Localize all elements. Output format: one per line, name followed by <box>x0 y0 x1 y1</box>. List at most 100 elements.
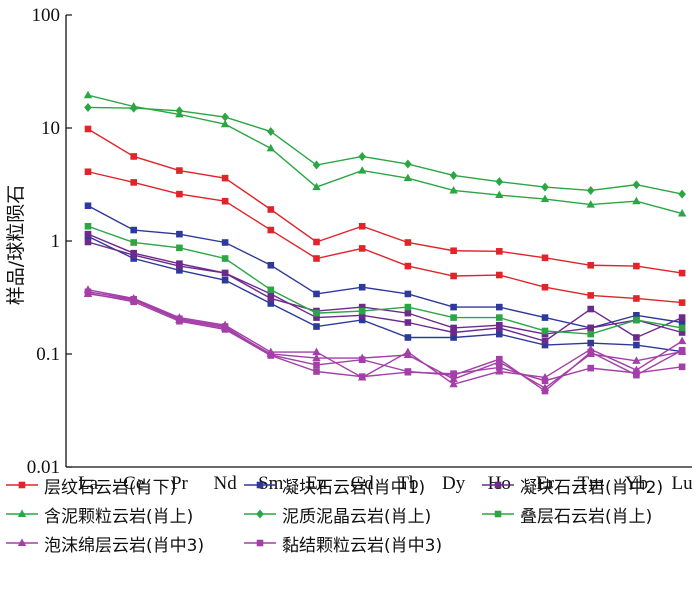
data-point <box>358 166 367 174</box>
data-point <box>633 341 640 349</box>
data-point <box>541 254 549 262</box>
data-point <box>130 226 137 234</box>
legend-swatch <box>6 509 38 517</box>
legend-swatch <box>6 481 38 489</box>
data-point <box>312 353 321 362</box>
x-tick-label: Yb <box>625 473 648 494</box>
data-point <box>176 267 183 274</box>
legend-item: 泥质泥晶云岩(肖上) <box>242 501 431 527</box>
data-point <box>404 303 412 311</box>
series-line <box>87 94 683 215</box>
legend-swatch <box>244 481 276 489</box>
data-point <box>84 202 92 210</box>
data-point <box>313 309 320 317</box>
data-point <box>450 272 457 280</box>
x-tick-label: Eu <box>306 473 328 494</box>
data-point <box>404 368 412 376</box>
data-point <box>678 314 686 321</box>
data-point <box>541 377 549 385</box>
data-point <box>404 262 412 270</box>
legend-swatch <box>244 539 276 547</box>
data-point <box>633 262 640 270</box>
data-point <box>17 509 27 517</box>
data-point <box>176 317 183 325</box>
data-point <box>313 361 320 369</box>
data-point <box>496 303 503 311</box>
data-point <box>678 189 686 199</box>
legend-swatch <box>6 538 38 546</box>
x-tick-label: Lu <box>672 473 694 494</box>
data-point <box>541 182 549 192</box>
data-point <box>313 368 320 375</box>
y-tick-label: 1 <box>51 231 61 252</box>
data-point <box>449 379 458 388</box>
data-point <box>541 327 549 335</box>
series-5 <box>84 238 686 338</box>
data-point <box>267 261 275 269</box>
data-point <box>678 363 686 371</box>
series-layer <box>83 90 687 395</box>
data-point <box>496 271 503 279</box>
data-point <box>176 262 183 270</box>
data-point <box>358 151 366 161</box>
series-line <box>87 128 683 274</box>
data-point <box>587 330 594 338</box>
data-point <box>494 481 502 489</box>
data-point <box>541 387 549 395</box>
data-point <box>358 312 366 319</box>
data-point <box>404 159 412 169</box>
x-tick-label: Nd <box>213 473 237 494</box>
data-point <box>450 370 457 377</box>
data-point <box>678 319 686 326</box>
series-10 <box>83 289 687 392</box>
data-point <box>587 305 594 313</box>
data-point <box>267 290 275 298</box>
data-point <box>313 314 320 321</box>
data-point <box>495 177 504 187</box>
legend-label: 层纹石云岩(肖下) <box>44 477 177 498</box>
data-point <box>450 334 457 341</box>
data-point <box>450 314 457 321</box>
data-point <box>403 173 413 182</box>
data-point <box>175 106 184 116</box>
x-tick-label: Er <box>536 473 555 494</box>
data-point <box>587 324 594 332</box>
data-point <box>267 286 275 294</box>
data-point <box>449 170 458 180</box>
legend-swatch <box>244 509 276 519</box>
legend-label: 凝块石云岩(肖中2) <box>520 477 664 498</box>
series-line <box>87 241 683 335</box>
data-point <box>678 346 686 354</box>
data-point <box>267 127 275 137</box>
data-point <box>494 510 502 518</box>
series-line <box>87 233 683 342</box>
data-point <box>540 194 550 203</box>
data-point <box>403 350 413 358</box>
data-point <box>221 197 229 205</box>
data-point <box>633 334 640 341</box>
data-point <box>496 248 503 255</box>
data-point <box>404 290 412 298</box>
data-point <box>256 539 264 547</box>
axes: 0.010.1110100LaCePrNdSmEuGdTbDyHoErTmYbL… <box>27 5 693 494</box>
series-line <box>87 106 683 195</box>
data-point <box>358 245 366 252</box>
data-point <box>449 185 458 194</box>
legend-item: 凝块石云岩(肖中2) <box>480 472 663 498</box>
legend-swatch <box>482 481 514 489</box>
data-point <box>633 312 640 319</box>
data-point <box>267 300 275 307</box>
series-line <box>87 289 683 386</box>
x-tick-label: Sm <box>258 473 284 494</box>
data-point <box>84 289 92 297</box>
data-point <box>176 230 183 238</box>
data-point <box>221 112 229 122</box>
x-tick-label: Tb <box>397 473 418 494</box>
data-point <box>358 283 366 291</box>
y-tick-label: 100 <box>32 5 61 26</box>
data-point <box>678 329 686 336</box>
data-point <box>678 299 686 306</box>
series-11 <box>84 288 686 395</box>
data-point <box>450 303 457 311</box>
